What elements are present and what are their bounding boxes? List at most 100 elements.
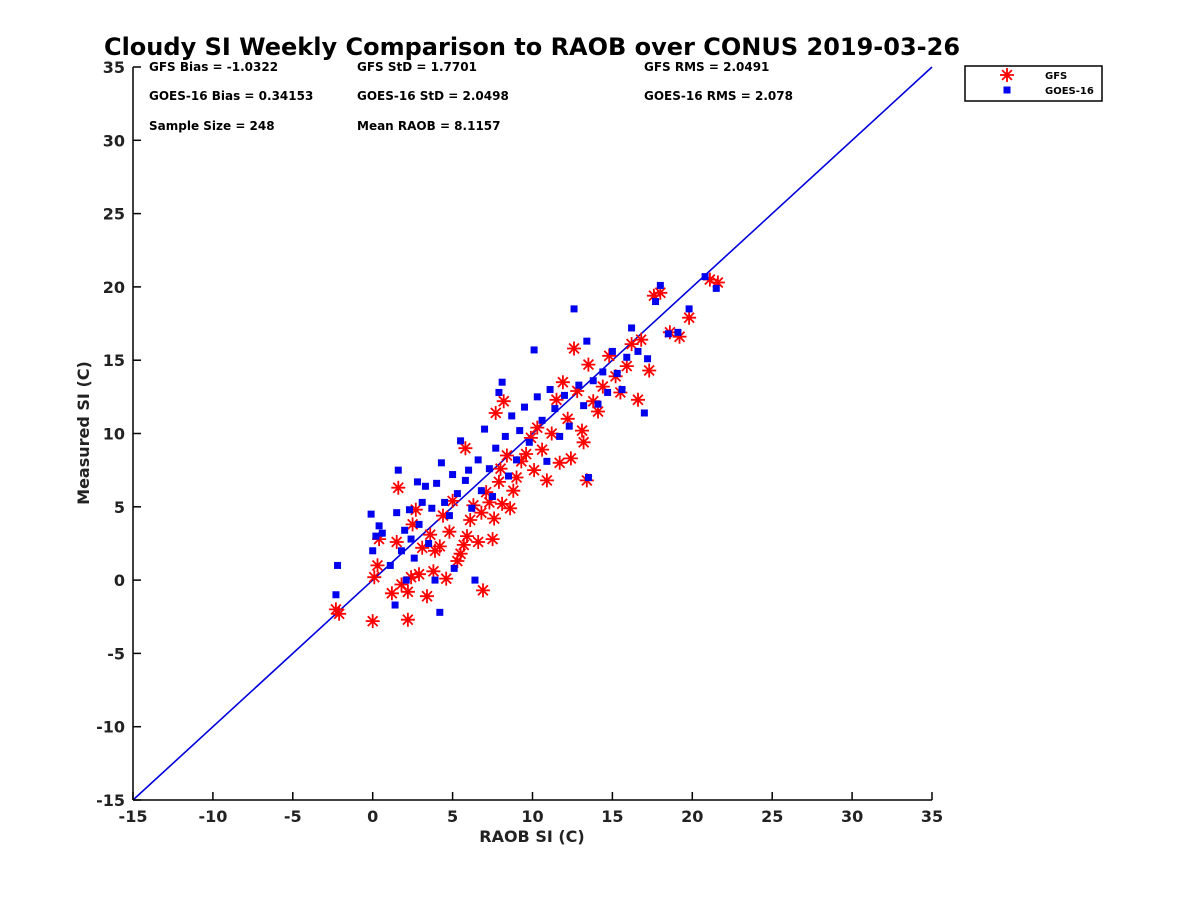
goes16-point bbox=[546, 386, 554, 394]
goes16-point bbox=[628, 324, 636, 332]
x-tick-label: 30 bbox=[841, 807, 863, 826]
goes16-point bbox=[505, 472, 513, 480]
goes16-point bbox=[457, 437, 465, 445]
goes16-point bbox=[431, 576, 439, 584]
goes16-point bbox=[712, 284, 720, 292]
gfs-point bbox=[479, 485, 494, 500]
goes16-point bbox=[583, 337, 591, 345]
goes16-point bbox=[501, 432, 509, 440]
gfs-point bbox=[595, 379, 610, 394]
goes16-point bbox=[441, 498, 449, 506]
gfs-point bbox=[439, 571, 454, 586]
goes16-point bbox=[556, 432, 564, 440]
goes16-point bbox=[525, 438, 533, 446]
goes16-point bbox=[580, 402, 588, 410]
gfs-point bbox=[567, 341, 581, 356]
legend-goes16-marker bbox=[1003, 86, 1011, 94]
gfs-point bbox=[367, 570, 382, 585]
goes16-point bbox=[664, 330, 672, 338]
x-tick-label: 0 bbox=[367, 807, 378, 826]
goes16-point bbox=[640, 409, 648, 417]
gfs-point bbox=[405, 517, 420, 532]
x-tick-label: -5 bbox=[284, 807, 302, 826]
goes16-point bbox=[445, 512, 453, 520]
gfs-point bbox=[332, 606, 347, 621]
gfs-point bbox=[563, 451, 578, 466]
goes16-point bbox=[465, 466, 473, 474]
gfs-point bbox=[575, 423, 589, 438]
goes16-point bbox=[485, 465, 493, 473]
x-tick-label: 25 bbox=[761, 807, 783, 826]
gfs-point bbox=[530, 420, 545, 435]
goes16-point bbox=[369, 547, 377, 555]
goes16-point bbox=[402, 576, 410, 584]
gfs-point bbox=[460, 529, 474, 544]
gfs-point bbox=[539, 473, 554, 488]
gfs-point bbox=[370, 558, 385, 573]
x-tick-label: 20 bbox=[681, 807, 703, 826]
stat-text: GOES-16 StD = 2.0498 bbox=[357, 89, 509, 103]
gfs-point bbox=[453, 546, 468, 561]
gfs-point bbox=[400, 584, 415, 599]
goes16-point bbox=[584, 473, 592, 481]
chart-title: Cloudy SI Weekly Comparison to RAOB over… bbox=[104, 33, 960, 61]
gfs-point bbox=[527, 463, 542, 478]
gfs-point bbox=[576, 435, 591, 450]
stat-text: GFS RMS = 2.0491 bbox=[644, 60, 769, 74]
goes16-point bbox=[397, 547, 405, 555]
goes16-point bbox=[599, 368, 607, 376]
goes16-point bbox=[604, 388, 612, 396]
goes16-point bbox=[674, 328, 682, 336]
goes16-point bbox=[516, 427, 524, 435]
goes16-point bbox=[477, 487, 485, 495]
x-axis-label: RAOB SI (C) bbox=[479, 827, 584, 846]
gfs-point bbox=[586, 394, 601, 409]
gfs-point bbox=[432, 539, 447, 554]
goes16-point bbox=[644, 355, 652, 363]
x-tick-label: 5 bbox=[447, 807, 458, 826]
y-tick-label: -10 bbox=[96, 718, 125, 737]
gfs-point bbox=[549, 392, 564, 407]
gfs-point bbox=[634, 332, 649, 347]
gfs-point bbox=[491, 474, 506, 489]
x-tick-label: -10 bbox=[198, 807, 227, 826]
gfs-point bbox=[702, 272, 717, 287]
goes16-point bbox=[495, 388, 503, 396]
gfs-point bbox=[624, 337, 639, 352]
gfs-point bbox=[408, 502, 423, 517]
gfs-point bbox=[487, 511, 502, 526]
goes16-point bbox=[425, 539, 433, 547]
gfs-point bbox=[642, 363, 657, 378]
goes16-point bbox=[530, 346, 538, 354]
goes16-point bbox=[334, 561, 342, 569]
gfs-point bbox=[445, 493, 460, 508]
stat-text: GFS StD = 1.7701 bbox=[357, 60, 477, 74]
gfs-point bbox=[400, 612, 415, 627]
gfs-point bbox=[365, 614, 380, 629]
stat-text: GFS Bias = -1.0322 bbox=[149, 60, 278, 74]
gfs-point bbox=[682, 310, 697, 325]
stat-text: GOES-16 RMS = 2.078 bbox=[644, 89, 793, 103]
gfs-point bbox=[404, 570, 419, 585]
y-tick-label: 15 bbox=[103, 351, 125, 370]
goes16-point bbox=[378, 529, 386, 537]
goes16-point bbox=[543, 457, 551, 465]
goes16-point bbox=[656, 281, 664, 289]
gfs-point bbox=[544, 426, 559, 441]
y-tick-label: 0 bbox=[114, 571, 125, 590]
x-tick-label: -15 bbox=[119, 807, 148, 826]
goes16-point bbox=[508, 412, 516, 420]
goes16-point bbox=[489, 493, 497, 501]
gfs-point bbox=[552, 455, 567, 470]
gfs-point bbox=[499, 448, 514, 463]
goes16-point bbox=[492, 444, 500, 452]
gfs-point bbox=[509, 470, 524, 485]
goes16-point bbox=[375, 522, 383, 530]
goes16-point bbox=[461, 476, 469, 484]
x-tick-label: 35 bbox=[921, 807, 943, 826]
gfs-point bbox=[482, 495, 497, 510]
gfs-point bbox=[389, 535, 404, 549]
goes16-point bbox=[436, 608, 444, 616]
goes16-point bbox=[428, 504, 436, 512]
gfs-point bbox=[535, 442, 550, 457]
